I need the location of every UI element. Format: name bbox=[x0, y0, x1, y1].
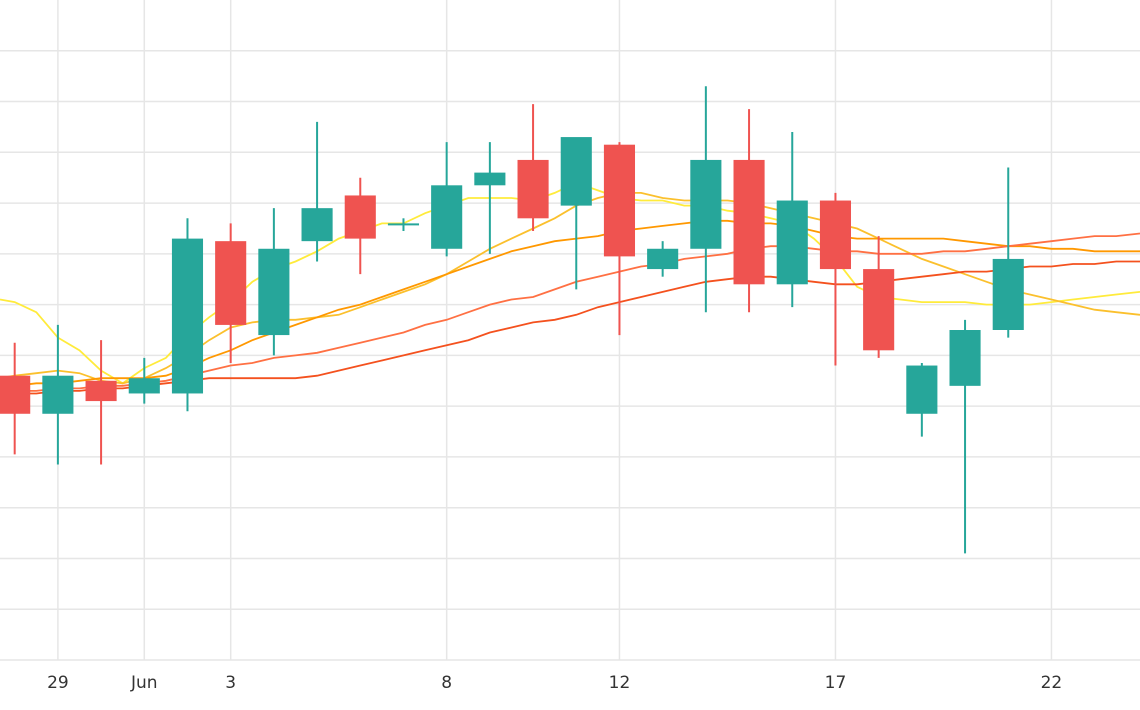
candle bbox=[431, 142, 463, 257]
candle-body bbox=[301, 208, 333, 242]
candle-body bbox=[603, 144, 636, 257]
candle bbox=[42, 324, 74, 465]
x-tick-label: 3 bbox=[225, 673, 236, 693]
candle-body bbox=[42, 375, 74, 414]
candle-body bbox=[863, 269, 895, 351]
candle-body bbox=[85, 380, 117, 402]
candle bbox=[819, 192, 852, 366]
candle-body bbox=[733, 159, 765, 285]
candle bbox=[301, 121, 333, 262]
candle bbox=[906, 363, 938, 437]
candle bbox=[949, 319, 981, 554]
candle-body bbox=[517, 159, 549, 219]
candle-body bbox=[431, 185, 463, 249]
candle-body bbox=[0, 375, 31, 414]
candle-body bbox=[344, 195, 376, 239]
candle bbox=[387, 218, 420, 231]
candle bbox=[992, 167, 1024, 338]
candle-body bbox=[171, 238, 204, 394]
candle bbox=[560, 137, 592, 290]
candle-body bbox=[906, 365, 938, 414]
candle-body bbox=[128, 378, 160, 394]
candle bbox=[258, 208, 290, 356]
candles bbox=[0, 86, 1024, 554]
candle bbox=[517, 104, 549, 231]
candle bbox=[474, 142, 506, 254]
candle bbox=[344, 177, 376, 275]
candle bbox=[776, 132, 808, 308]
x-tick-label: 12 bbox=[609, 673, 631, 693]
candle bbox=[690, 86, 722, 313]
candle bbox=[647, 241, 679, 277]
candle-body bbox=[992, 258, 1024, 330]
candle bbox=[603, 142, 636, 336]
x-axis-ticks: 29 Jun 3 8 12 17 22 bbox=[47, 673, 1062, 693]
candle-body bbox=[690, 159, 722, 249]
x-tick-label: 22 bbox=[1041, 673, 1063, 693]
x-tick-label: 29 bbox=[47, 673, 69, 693]
candle bbox=[215, 223, 247, 363]
candle bbox=[171, 218, 204, 412]
candle-body bbox=[215, 241, 247, 325]
candle-body bbox=[819, 200, 852, 270]
x-tick-label: Jun bbox=[130, 673, 158, 693]
candle-body bbox=[387, 223, 420, 226]
x-tick-label: 8 bbox=[441, 673, 452, 693]
candle-body bbox=[949, 330, 981, 386]
candle bbox=[733, 109, 765, 313]
candle-body bbox=[776, 200, 808, 285]
candle-body bbox=[474, 172, 506, 186]
candle bbox=[85, 340, 117, 465]
candle bbox=[128, 357, 160, 404]
x-tick-label: 17 bbox=[825, 673, 847, 693]
candle bbox=[0, 342, 31, 455]
candle bbox=[863, 236, 895, 358]
candle-body bbox=[647, 248, 679, 270]
candle-body bbox=[560, 137, 592, 206]
candle-body bbox=[258, 248, 290, 336]
